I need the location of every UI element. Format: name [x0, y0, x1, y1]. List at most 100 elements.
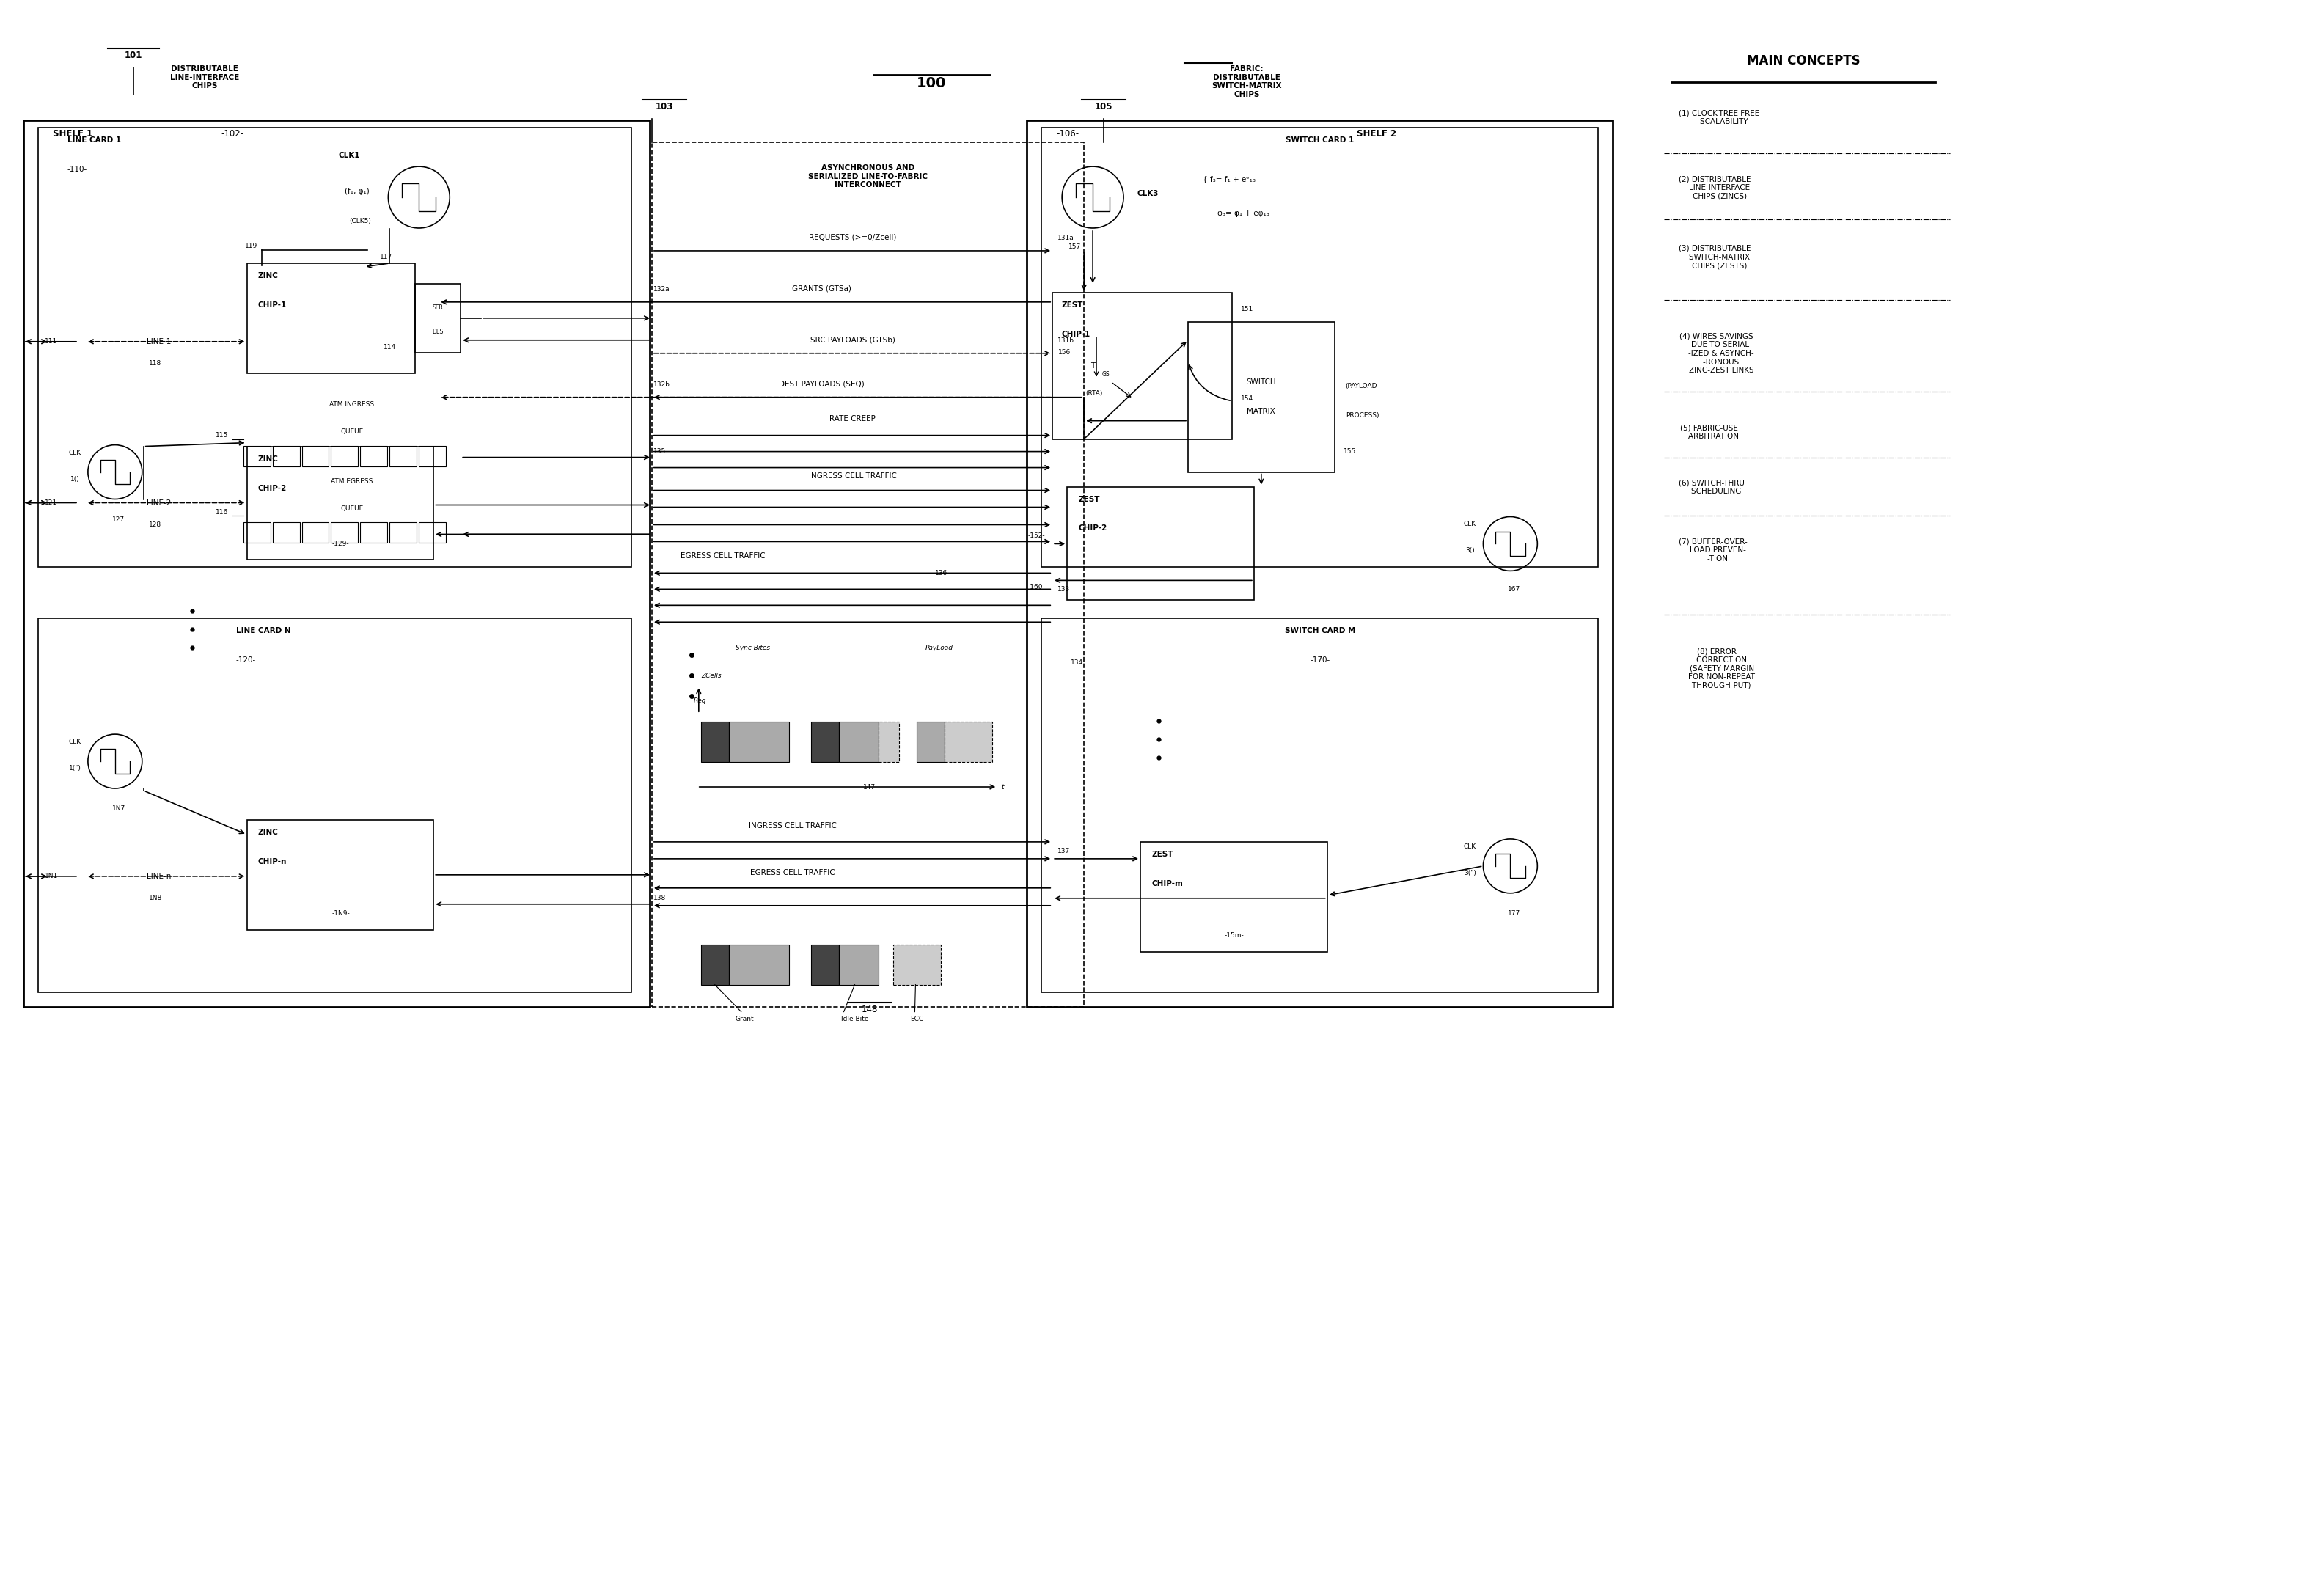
- Text: ZEST: ZEST: [1150, 851, 1174, 857]
- Text: 118: 118: [149, 360, 163, 366]
- Text: Req: Req: [693, 698, 706, 704]
- Text: 111: 111: [44, 338, 58, 344]
- Text: { f₃= f₁ + eᵉ₁₃: { f₃= f₁ + eᵉ₁₃: [1202, 175, 1255, 183]
- Text: 128: 128: [149, 521, 163, 527]
- Text: ASYNCHRONOUS AND
SERIALIZED LINE-TO-FABRIC
INTERCONNECT: ASYNCHRONOUS AND SERIALIZED LINE-TO-FABR…: [809, 164, 927, 189]
- Text: -152-: -152-: [1027, 532, 1046, 540]
- Text: 101: 101: [125, 51, 142, 60]
- Text: 132b: 132b: [653, 381, 669, 388]
- Text: (8) ERROR
    CORRECTION
    (SAFETY MARGIN
    FOR NON-REPEAT
    THROUGH-PUT): (8) ERROR CORRECTION (SAFETY MARGIN FOR …: [1678, 647, 1755, 688]
- Text: EGRESS CELL TRAFFIC: EGRESS CELL TRAFFIC: [681, 553, 765, 561]
- Text: PROCESS): PROCESS): [1346, 412, 1378, 418]
- Text: 135: 135: [653, 448, 667, 455]
- FancyBboxPatch shape: [946, 722, 992, 763]
- Text: SRC PAYLOADS (GTSb): SRC PAYLOADS (GTSb): [811, 336, 895, 344]
- FancyBboxPatch shape: [892, 944, 941, 985]
- FancyBboxPatch shape: [702, 944, 730, 985]
- Text: CLK1: CLK1: [339, 152, 360, 159]
- Text: (PAYLOAD: (PAYLOAD: [1346, 382, 1378, 388]
- Text: (RTA): (RTA): [1085, 390, 1102, 396]
- Text: RATE CREEP: RATE CREEP: [830, 415, 876, 422]
- Text: 148: 148: [862, 1004, 878, 1014]
- Text: REQUESTS (>=0/Zcell): REQUESTS (>=0/Zcell): [809, 234, 897, 242]
- Text: 131b: 131b: [1057, 338, 1074, 344]
- Text: CLK: CLK: [67, 739, 81, 745]
- Text: 105: 105: [1095, 103, 1113, 112]
- Text: ZEST: ZEST: [1078, 496, 1099, 502]
- Text: 157: 157: [1069, 243, 1081, 251]
- Text: ATM EGRESS: ATM EGRESS: [330, 478, 372, 485]
- Text: GRANTS (GTSa): GRANTS (GTSa): [792, 286, 851, 292]
- Text: CLK: CLK: [1464, 843, 1476, 850]
- Text: 121: 121: [44, 499, 58, 505]
- Text: 167: 167: [1508, 586, 1520, 592]
- Text: MAIN CONCEPTS: MAIN CONCEPTS: [1748, 55, 1859, 68]
- Text: 133: 133: [1057, 586, 1071, 592]
- Text: ZINC: ZINC: [258, 829, 279, 835]
- Text: (4) WIRES SAVINGS
    DUE TO SERIAL-
    -IZED & ASYNCH-
    -RONOUS
    ZINC-ZE: (4) WIRES SAVINGS DUE TO SERIAL- -IZED &…: [1678, 333, 1755, 374]
- Text: Sync Bites: Sync Bites: [734, 644, 769, 651]
- Text: ZINC: ZINC: [258, 272, 279, 279]
- Text: 155: 155: [1343, 448, 1355, 455]
- Text: -170-: -170-: [1311, 657, 1329, 663]
- Text: DEST PAYLOADS (SEQ): DEST PAYLOADS (SEQ): [779, 381, 865, 388]
- Text: 119: 119: [246, 243, 258, 249]
- Text: 127: 127: [112, 516, 125, 523]
- Text: DISTRIBUTABLE
LINE-INTERFACE
CHIPS: DISTRIBUTABLE LINE-INTERFACE CHIPS: [170, 65, 239, 90]
- Text: 115: 115: [216, 433, 228, 439]
- Text: -106-: -106-: [1055, 129, 1078, 139]
- Text: 177: 177: [1508, 911, 1520, 917]
- Text: CHIP-n: CHIP-n: [258, 857, 286, 865]
- Text: 3("): 3("): [1464, 870, 1476, 876]
- Text: QUEUE: QUEUE: [342, 428, 363, 434]
- FancyBboxPatch shape: [730, 722, 788, 763]
- Text: 1N1: 1N1: [44, 873, 58, 880]
- Text: 117: 117: [379, 254, 393, 261]
- Text: 131a: 131a: [1057, 235, 1074, 242]
- Text: CLK: CLK: [67, 450, 81, 456]
- Text: 147: 147: [862, 783, 876, 790]
- Text: (7) BUFFER-OVER-
    LOAD PREVEN-
    -TION: (7) BUFFER-OVER- LOAD PREVEN- -TION: [1678, 538, 1748, 562]
- Text: SWITCH CARD 1: SWITCH CARD 1: [1285, 136, 1355, 144]
- Text: 1N8: 1N8: [149, 895, 163, 902]
- Text: CLK: CLK: [1464, 521, 1476, 527]
- Text: ECC: ECC: [911, 1015, 923, 1023]
- Text: -110-: -110-: [67, 166, 88, 174]
- Text: 1(): 1(): [70, 475, 79, 482]
- Text: 154: 154: [1241, 395, 1253, 403]
- FancyBboxPatch shape: [839, 722, 878, 763]
- Text: ZEST: ZEST: [1062, 302, 1083, 308]
- Text: SWITCH: SWITCH: [1246, 379, 1276, 385]
- Text: INGRESS CELL TRAFFIC: INGRESS CELL TRAFFIC: [809, 472, 897, 480]
- Text: 132a: 132a: [653, 286, 669, 292]
- Text: -129-: -129-: [332, 540, 349, 546]
- Text: LINE-2: LINE-2: [146, 499, 172, 507]
- Text: MATRIX: MATRIX: [1248, 407, 1276, 415]
- Text: SER: SER: [432, 305, 444, 311]
- Text: LINE-1: LINE-1: [146, 338, 172, 346]
- Text: -160-: -160-: [1027, 584, 1046, 591]
- Text: CHIP-2: CHIP-2: [258, 485, 286, 491]
- Text: Grant: Grant: [734, 1015, 755, 1023]
- Text: QUEUE: QUEUE: [342, 505, 363, 512]
- Text: EGRESS CELL TRAFFIC: EGRESS CELL TRAFFIC: [751, 868, 834, 876]
- Text: Idle Bite: Idle Bite: [841, 1015, 869, 1023]
- Text: 134: 134: [1071, 658, 1083, 666]
- Text: (2) DISTRIBUTABLE
    LINE-INTERFACE
    CHIPS (ZINCS): (2) DISTRIBUTABLE LINE-INTERFACE CHIPS (…: [1678, 175, 1750, 199]
- Text: SHELF 2: SHELF 2: [1357, 129, 1397, 139]
- Text: CLK3: CLK3: [1136, 189, 1157, 197]
- Text: φ₃= φ₁ + eφ₁₃: φ₃= φ₁ + eφ₁₃: [1218, 210, 1269, 216]
- Text: -15m-: -15m-: [1225, 932, 1243, 940]
- Text: GS: GS: [1102, 371, 1111, 377]
- Text: 103: 103: [655, 103, 674, 112]
- Text: LINE CARD 1: LINE CARD 1: [67, 136, 121, 144]
- Text: CHIP-1: CHIP-1: [258, 302, 286, 308]
- Text: 156: 156: [1057, 349, 1071, 355]
- Text: FABRIC:
DISTRIBUTABLE
SWITCH-MATRIX
CHIPS: FABRIC: DISTRIBUTABLE SWITCH-MATRIX CHIP…: [1211, 65, 1281, 98]
- FancyBboxPatch shape: [839, 944, 878, 985]
- Text: INGRESS CELL TRAFFIC: INGRESS CELL TRAFFIC: [748, 823, 837, 829]
- Text: (5) FABRIC-USE
    ARBITRATION: (5) FABRIC-USE ARBITRATION: [1678, 425, 1738, 441]
- Text: -120-: -120-: [235, 657, 256, 663]
- Text: 137: 137: [1057, 848, 1071, 854]
- Text: ZINC: ZINC: [258, 455, 279, 463]
